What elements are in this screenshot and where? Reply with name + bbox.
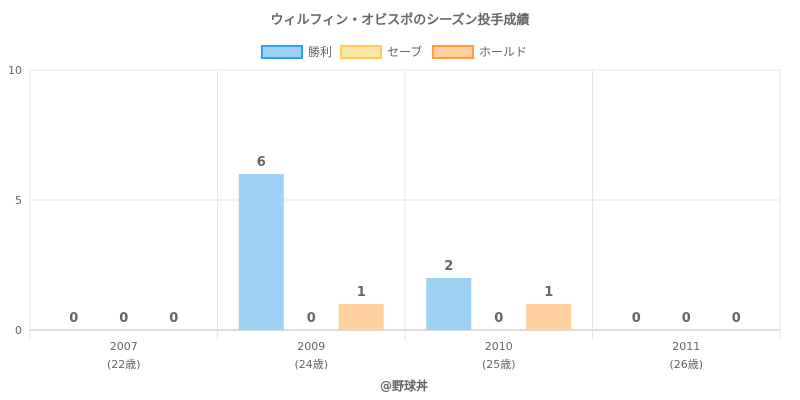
legend-swatch — [432, 45, 474, 59]
value-label: 0 — [169, 311, 178, 326]
chart-title: ウィルフィン・オビスポのシーズン投手成績 — [270, 12, 529, 28]
bar-2010-1 — [426, 278, 472, 330]
x-tick-label: 2010 — [485, 340, 513, 353]
legend-label: ホールド — [479, 45, 527, 59]
legend: 勝利 セーブ ホールド — [261, 44, 527, 59]
value-label: 1 — [544, 285, 553, 300]
legend-label: 勝利 — [308, 44, 332, 59]
y-tick-label: 0 — [15, 324, 22, 337]
y-tick-label: 5 — [15, 194, 22, 207]
value-label: 0 — [632, 311, 641, 326]
legend-label: セーブ — [387, 44, 422, 59]
bar-2009-1 — [238, 174, 284, 330]
x-tick-label: 2007 — [110, 340, 138, 353]
legend-item-3: ホールド — [432, 45, 527, 59]
bar-2009-3 — [338, 304, 384, 330]
legend-item-1: 勝利 — [261, 44, 332, 59]
x-axis: 2007 (22歳) 2009 (24歳) 2010 (25歳) 2011 (26歳) — [107, 340, 703, 371]
legend-swatch — [340, 45, 382, 59]
y-axis: 0 5 10 — [8, 64, 22, 337]
x-tick-sublabel: (25歳) — [482, 358, 516, 371]
value-label: 0 — [732, 311, 741, 326]
value-label: 2 — [444, 259, 453, 274]
grid — [29, 69, 781, 340]
bars: 0 0 0 6 0 1 2 0 1 0 0 0 — [69, 155, 741, 330]
legend-item-2: セーブ — [340, 44, 422, 59]
y-tick-label: 10 — [8, 64, 22, 77]
value-label: 0 — [494, 311, 503, 326]
value-label: 0 — [307, 311, 316, 326]
value-label: 1 — [357, 285, 366, 300]
credit: @野球丼 — [380, 378, 428, 393]
x-tick-label: 2009 — [297, 340, 325, 353]
x-tick-label: 2011 — [672, 340, 700, 353]
legend-swatch — [261, 45, 303, 59]
bar-2010-3 — [526, 304, 572, 330]
value-label: 6 — [257, 155, 266, 170]
x-tick-sublabel: (24歳) — [294, 358, 328, 371]
value-label: 0 — [69, 311, 78, 326]
x-tick-sublabel: (26歳) — [669, 358, 703, 371]
x-tick-sublabel: (22歳) — [107, 358, 141, 371]
value-label: 0 — [682, 311, 691, 326]
value-label: 0 — [119, 311, 128, 326]
